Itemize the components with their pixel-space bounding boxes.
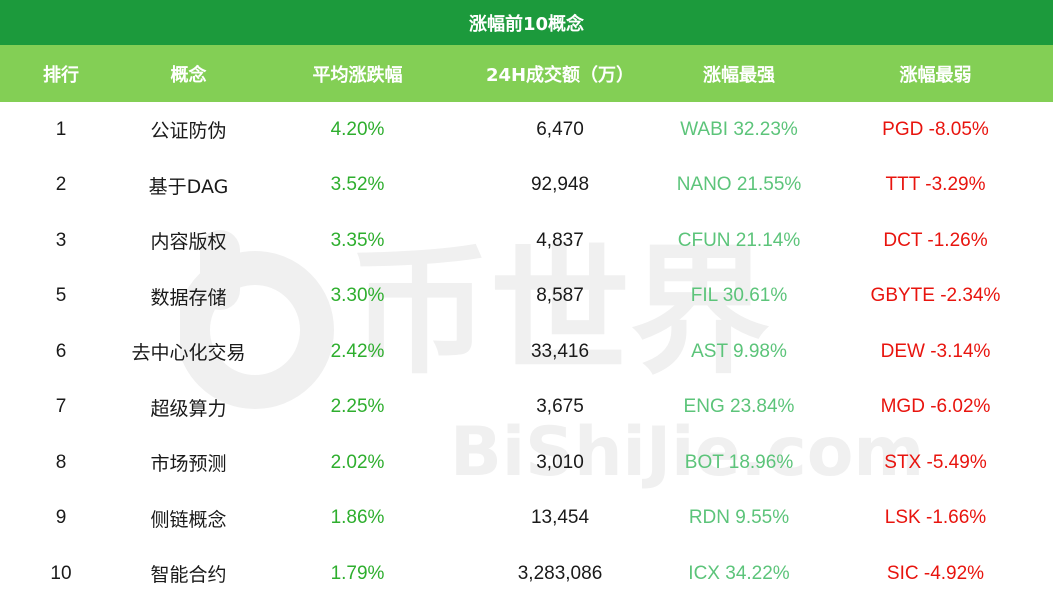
- cell-avg-change: 2.02%: [330, 451, 385, 473]
- cell-volume: 4,837: [536, 229, 584, 251]
- table-row: 2 基于DAG 3.52% 92,948 NANO 21.55% TTT -3.29%: [0, 158, 1053, 214]
- cell-rank: 10: [50, 562, 72, 584]
- cell-avg-change: 1.79%: [330, 562, 385, 584]
- cell-volume: 3,283,086: [517, 562, 603, 584]
- table-row: 7 超级算力 2.25% 3,675 ENG 23.84% MGD -6.02%: [0, 380, 1053, 436]
- cell-rank: 8: [55, 451, 67, 473]
- cell-rank: 3: [55, 229, 67, 251]
- cell-strongest: NANO 21.55%: [676, 174, 802, 196]
- cell-weakest: SIC -4.92%: [886, 562, 985, 584]
- header-concept: 概念: [170, 64, 207, 86]
- table-header: 排行 概念 平均涨跌幅 24H成交额（万） 涨幅最强 涨幅最弱: [0, 45, 1053, 102]
- cell-avg-change: 2.42%: [330, 340, 385, 362]
- table-row: 3 内容版权 3.35% 4,837 CFUN 21.14% DCT -1.26%: [0, 213, 1053, 269]
- cell-volume: 3,010: [536, 451, 584, 473]
- cell-weakest: LSK -1.66%: [884, 507, 987, 529]
- cell-volume: 3,675: [536, 396, 584, 418]
- cell-strongest: ICX 34.22%: [688, 562, 790, 584]
- cell-concept: 侧链概念: [150, 508, 227, 531]
- table-row: 1 公证防伪 4.20% 6,470 WABI 32.23% PGD -8.05%: [0, 102, 1053, 158]
- cell-weakest: DEW -3.14%: [880, 340, 991, 362]
- cell-weakest: GBYTE -2.34%: [870, 285, 1001, 307]
- cell-rank: 6: [55, 340, 67, 362]
- table-row: 9 侧链概念 1.86% 13,454 RDN 9.55% LSK -1.66%: [0, 491, 1053, 547]
- cell-concept: 内容版权: [150, 231, 227, 254]
- cell-rank: 9: [55, 507, 67, 529]
- cell-avg-change: 4.20%: [330, 118, 385, 140]
- cell-strongest: FIL 30.61%: [690, 285, 788, 307]
- cell-volume: 92,948: [530, 174, 590, 196]
- cell-avg-change: 1.86%: [330, 507, 385, 529]
- cell-concept: 市场预测: [150, 453, 227, 476]
- header-weakest: 涨幅最弱: [899, 64, 972, 86]
- cell-strongest: RDN 9.55%: [688, 507, 790, 529]
- cell-strongest: CFUN 21.14%: [677, 229, 801, 251]
- cell-volume: 33,416: [530, 340, 590, 362]
- header-rank: 排行: [43, 64, 79, 86]
- cell-strongest: ENG 23.84%: [683, 396, 795, 418]
- cell-weakest: TTT -3.29%: [885, 174, 986, 196]
- cell-rank: 2: [55, 174, 67, 196]
- cell-avg-change: 3.52%: [330, 174, 385, 196]
- cell-weakest: DCT -1.26%: [883, 229, 988, 251]
- table-row: 6 去中心化交易 2.42% 33,416 AST 9.98% DEW -3.14%: [0, 324, 1053, 380]
- cell-concept: 去中心化交易: [131, 342, 246, 365]
- table-row: 8 市场预测 2.02% 3,010 BOT 18.96% STX -5.49%: [0, 435, 1053, 491]
- cell-rank: 5: [55, 285, 67, 307]
- cell-avg-change: 3.30%: [330, 285, 385, 307]
- cell-weakest: MGD -6.02%: [880, 396, 991, 418]
- cell-volume: 8,587: [536, 285, 584, 307]
- cell-concept: 公证防伪: [150, 120, 227, 143]
- cell-strongest: AST 9.98%: [691, 340, 787, 362]
- header-avg-change: 平均涨跌幅: [312, 64, 403, 86]
- cell-strongest: BOT 18.96%: [684, 451, 794, 473]
- table-row: 5 数据存储 3.30% 8,587 FIL 30.61% GBYTE -2.34%: [0, 269, 1053, 325]
- table-title: 涨幅前10概念: [0, 0, 1053, 45]
- cell-weakest: PGD -8.05%: [882, 118, 989, 140]
- header-volume: 24H成交额（万）: [485, 64, 635, 86]
- cell-volume: 13,454: [530, 507, 590, 529]
- cell-concept: 智能合约: [150, 564, 227, 587]
- cell-weakest: STX -5.49%: [884, 451, 987, 473]
- table-title-text: 涨幅前10概念: [468, 13, 585, 35]
- cell-avg-change: 2.25%: [330, 396, 385, 418]
- cell-volume: 6,470: [536, 118, 584, 140]
- cell-avg-change: 3.35%: [330, 229, 385, 251]
- cell-concept: 数据存储: [150, 286, 227, 309]
- cell-concept: 基于DAG: [148, 175, 229, 198]
- cell-strongest: WABI 32.23%: [680, 118, 798, 140]
- header-strongest: 涨幅最强: [703, 64, 775, 86]
- cell-rank: 1: [55, 118, 67, 140]
- cell-rank: 7: [55, 396, 67, 418]
- table-body: 1 公证防伪 4.20% 6,470 WABI 32.23% PGD -8.05% 2 基于D…: [0, 102, 1053, 608]
- cell-concept: 超级算力: [150, 397, 227, 420]
- table-row: 10 智能合约 1.79% 3,283,086 ICX 34.22% SIC -4.92%: [0, 546, 1053, 602]
